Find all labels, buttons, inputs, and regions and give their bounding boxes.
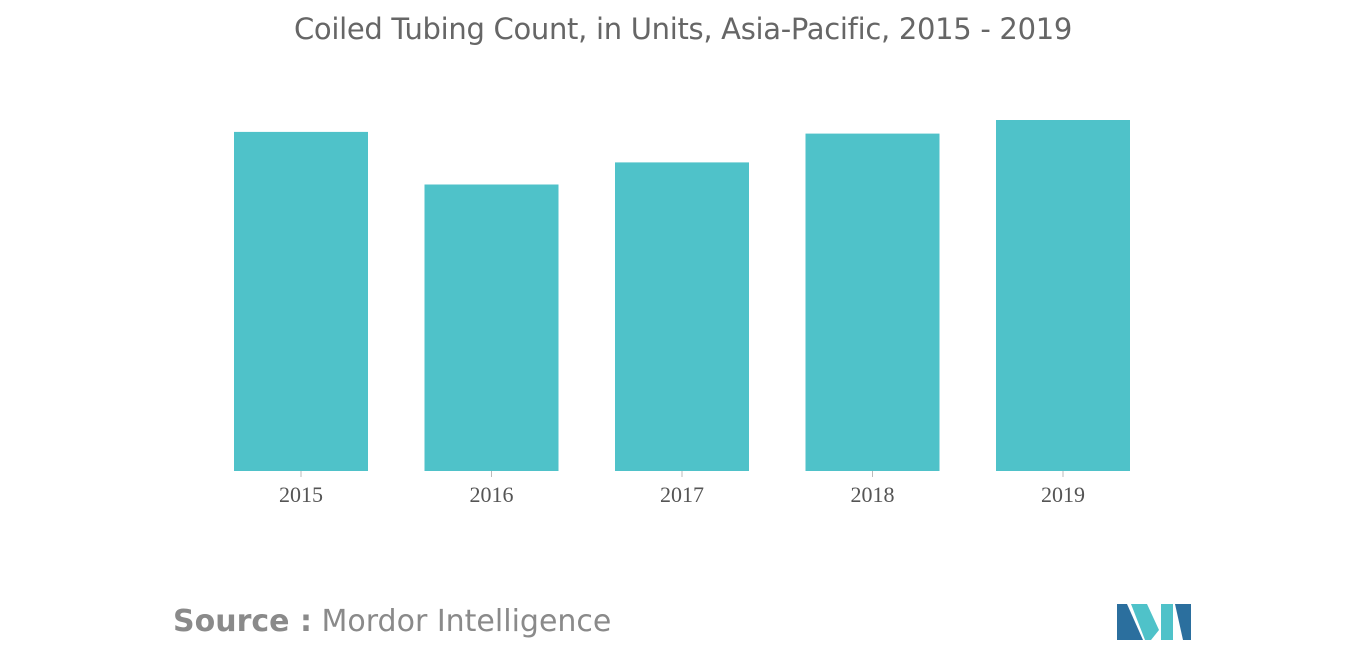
bar-2019 — [996, 120, 1130, 471]
bar-2015 — [234, 131, 368, 471]
chart-title: Coiled Tubing Count, in Units, Asia-Paci… — [293, 12, 1073, 46]
bar-2018 — [805, 133, 940, 471]
source-name: Mordor Intelligence — [321, 604, 612, 639]
bar-2017 — [615, 162, 749, 471]
x-tick-label-2017: 2017 — [660, 482, 704, 507]
x-tick-label-2018: 2018 — [851, 482, 895, 507]
source-label: Source : — [173, 604, 312, 639]
source-credit: Source : Mordor Intelligence — [173, 604, 611, 639]
x-tick-label-2016: 2016 — [470, 482, 514, 507]
x-tick-label-2019: 2019 — [1041, 482, 1085, 507]
bar-2016 — [424, 184, 559, 471]
x-tick-label-2015: 2015 — [279, 482, 323, 507]
mordor-intelligence-logo-icon — [1117, 604, 1191, 640]
